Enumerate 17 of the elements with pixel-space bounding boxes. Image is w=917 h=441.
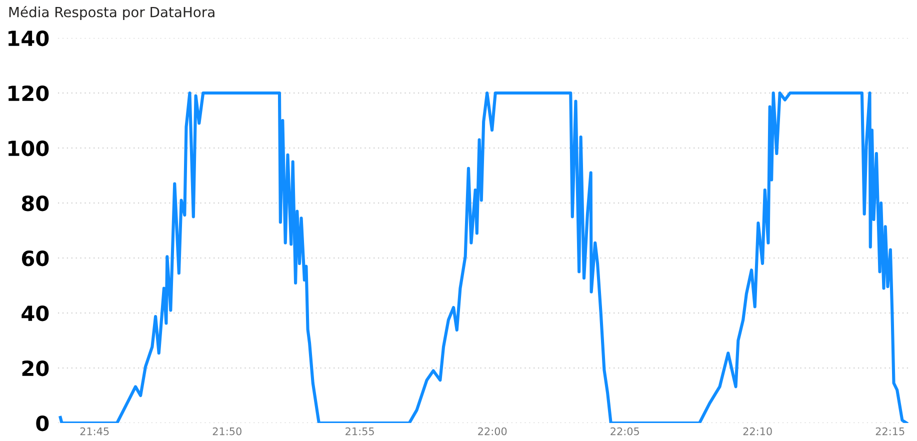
chart-title: Média Resposta por DataHora [9,6,214,20]
y-tick-label: 60 [22,250,49,266]
x-tick-label: 21:50 [212,427,242,436]
x-tick-label: 21:45 [80,427,109,436]
line-series [58,91,908,423]
y-tick-label: 40 [22,305,49,322]
y-tick-label: 100 [8,140,49,156]
y-tick-label: 140 [8,30,49,46]
x-tick-label: 22:15 [876,427,904,436]
x-tick-label: 22:00 [478,427,507,436]
y-tick-label: 80 [22,195,49,212]
x-tick-label: 21:55 [346,427,374,436]
x-tick-label: 22:10 [743,427,772,436]
y-tick-label: 20 [22,360,49,376]
y-tick-label: 0 [36,415,49,432]
x-tick-label: 22:05 [610,427,639,436]
y-tick-label: 120 [8,85,49,102]
